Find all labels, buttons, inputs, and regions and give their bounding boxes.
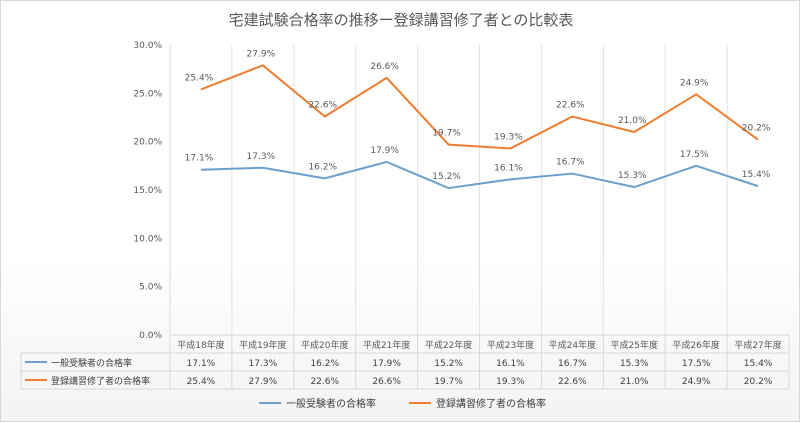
x-category-label: 平成19年度: [239, 339, 286, 351]
table-cell: 15.3%: [620, 359, 649, 369]
x-category-label: 平成20年度: [301, 339, 348, 351]
data-label: 19.7%: [432, 129, 461, 139]
data-label: 17.3%: [247, 152, 276, 162]
data-label: 24.9%: [680, 78, 709, 88]
legend-label: 一般受験者の合格率: [286, 397, 376, 410]
y-tick-label: 0.0%: [139, 331, 162, 341]
series-line: [200, 160, 759, 190]
x-category-label: 平成22年度: [425, 339, 472, 351]
table-cell: 24.9%: [682, 377, 711, 387]
table-cell: 15.4%: [744, 359, 773, 369]
axes: 0.0% 5.0% 10.0% 15.0% 20.0% 25.0% 30.0%: [133, 41, 728, 341]
table-cell: 15.2%: [434, 359, 463, 369]
table-series-name: 登録講習修了者の合格率: [51, 375, 150, 387]
y-tick-label: 15.0%: [133, 186, 162, 196]
table-cell: 19.3%: [496, 377, 525, 387]
chart-title: 宅建試験合格率の推移ー登録講習修了者との比較表: [229, 11, 574, 29]
x-category-label: 平成18年度: [177, 339, 224, 351]
data-label: 22.6%: [556, 101, 585, 111]
table-cell: 17.9%: [372, 359, 401, 369]
data-label: 16.2%: [308, 162, 337, 172]
data-label: 19.3%: [494, 132, 523, 142]
x-category-label: 平成24年度: [549, 339, 596, 351]
x-category-label: 平成23年度: [487, 339, 534, 351]
table-cell: 25.4%: [187, 377, 216, 387]
data-label: 22.6%: [308, 101, 337, 111]
y-tick-label: 20.0%: [133, 138, 162, 148]
data-label: 17.5%: [680, 150, 709, 160]
data-label: 16.1%: [494, 163, 523, 173]
data-label: 20.2%: [742, 124, 771, 134]
data-label: 27.9%: [247, 49, 276, 59]
data-label: 21.0%: [618, 116, 647, 126]
legend-label: 登録講習修了者の合格率: [436, 397, 546, 410]
x-category-label: 平成26年度: [672, 339, 719, 351]
data-table: 平成18年度 平成19年度 平成20年度 平成21年度 平成22年度 平成23年度 平成24…: [20, 334, 790, 390]
table-cell: 21.0%: [620, 377, 649, 387]
table-cell: 26.6%: [372, 377, 401, 387]
y-tick-label: 5.0%: [139, 283, 162, 293]
table-cell: 16.2%: [310, 359, 339, 369]
table-cell: 22.6%: [310, 377, 339, 387]
data-label: 17.1%: [185, 154, 214, 164]
legend: 一般受験者の合格率 登録講習修了者の合格率: [259, 397, 546, 410]
series-layer: 17.1% 17.3% 16.2% 17.9% 15.2% 16.1% 16.7% 15.3%…: [185, 49, 771, 190]
x-category-label: 平成21年度: [363, 339, 410, 351]
data-label: 15.3%: [618, 171, 647, 181]
table-cell: 22.6%: [558, 377, 587, 387]
table-cell: 16.7%: [558, 359, 587, 369]
table-cell: 20.2%: [744, 377, 773, 387]
table-cell: 17.1%: [187, 359, 216, 369]
data-label: 15.2%: [432, 172, 461, 182]
table-cell: 19.7%: [434, 377, 463, 387]
data-label: 15.4%: [742, 170, 771, 180]
x-category-label: 平成25年度: [611, 339, 658, 351]
data-label: 25.4%: [185, 73, 214, 83]
series-line: [200, 64, 759, 150]
data-label: 16.7%: [556, 158, 585, 168]
data-label: 26.6%: [370, 62, 399, 72]
table-cell: 17.3%: [249, 359, 278, 369]
table-series-name: 一般受験者の合格率: [51, 357, 132, 369]
x-category-label: 平成27年度: [734, 339, 781, 351]
y-tick-label: 30.0%: [133, 41, 162, 51]
y-tick-label: 25.0%: [133, 89, 162, 99]
table-cell: 27.9%: [249, 377, 278, 387]
y-tick-label: 10.0%: [133, 234, 162, 244]
table-cell: 16.1%: [496, 359, 525, 369]
data-label: 17.9%: [370, 146, 399, 156]
table-cell: 17.5%: [682, 359, 711, 369]
